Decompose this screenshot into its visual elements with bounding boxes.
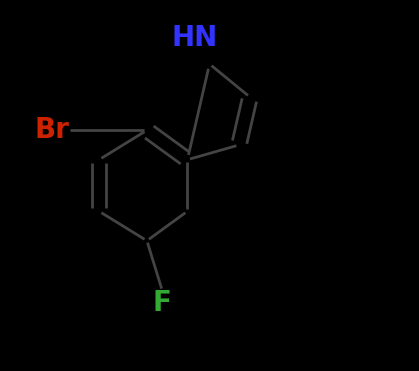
Text: F: F bbox=[152, 289, 171, 316]
Text: Br: Br bbox=[35, 116, 70, 144]
Text: HN: HN bbox=[172, 24, 218, 52]
